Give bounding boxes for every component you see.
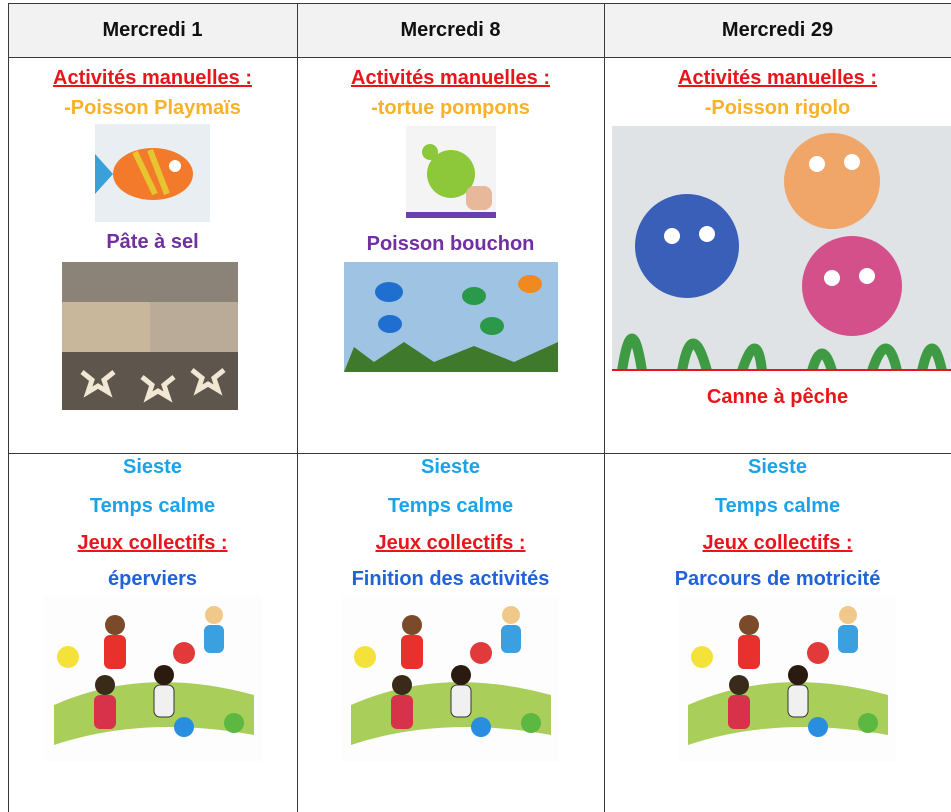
image — [678, 595, 896, 762]
header-cell: Mercredi 8 — [400, 19, 501, 41]
activity: -tortue pompons — [371, 97, 530, 119]
activity: Sieste — [748, 456, 807, 478]
section-title: Jeux collectifs : — [702, 532, 853, 554]
image — [44, 595, 262, 762]
section-title: Activités manuelles : — [678, 67, 877, 89]
section-title: Activités manuelles : — [351, 67, 550, 89]
activity: -Poisson rigolo — [704, 97, 851, 119]
activity: Temps calme — [89, 495, 216, 517]
image — [62, 262, 238, 410]
border — [8, 3, 9, 812]
section-title: Activités manuelles : — [53, 67, 252, 89]
image — [612, 126, 951, 371]
activity: -Poisson Playmaïs — [64, 97, 241, 119]
section-title: Jeux collectifs : — [77, 532, 228, 554]
activity: Parcours de motricité — [674, 568, 881, 590]
activity: Pâte à sel — [106, 231, 199, 253]
activity: Poisson bouchon — [366, 233, 535, 255]
activity: Sieste — [123, 456, 182, 478]
activity: Sieste — [421, 456, 480, 478]
border — [297, 3, 298, 812]
border — [8, 57, 951, 58]
section-title: Jeux collectifs : — [375, 532, 526, 554]
activity: Temps calme — [714, 495, 841, 517]
image — [344, 262, 558, 372]
header-cell: Mercredi 29 — [721, 19, 834, 41]
activity: Canne à pêche — [706, 386, 849, 408]
image — [341, 595, 559, 762]
activity: éperviers — [108, 568, 197, 590]
border — [8, 3, 951, 4]
header-bg — [8, 3, 951, 57]
header-cell: Mercredi 1 — [102, 19, 203, 41]
image — [406, 126, 496, 218]
border — [8, 453, 951, 454]
border — [604, 3, 605, 812]
image — [95, 124, 210, 222]
activity: Finition des activités — [351, 568, 550, 590]
activity: Temps calme — [387, 495, 514, 517]
